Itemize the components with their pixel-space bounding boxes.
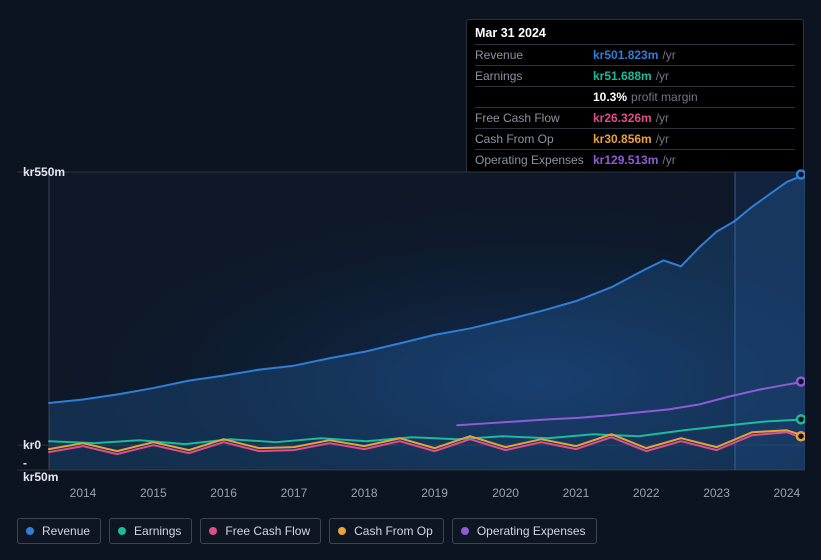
tooltip-row: Cash From Opkr30.856m/yr — [475, 128, 795, 149]
legend-item-label: Operating Expenses — [477, 524, 586, 538]
tooltip-row: Earningskr51.688m/yr — [475, 65, 795, 86]
legend-dot-icon — [461, 527, 469, 535]
tooltip-row: Free Cash Flowkr26.326m/yr — [475, 107, 795, 128]
tooltip-row-value: 10.3% — [593, 90, 627, 104]
tooltip-row-label — [475, 89, 593, 105]
legend-item[interactable]: Earnings — [109, 518, 192, 544]
legend-item-label: Earnings — [134, 524, 181, 538]
tooltip-row-unit: /yr — [656, 69, 669, 83]
x-axis-tick-label: 2015 — [140, 486, 167, 500]
tooltip-row-unit: /yr — [656, 132, 669, 146]
tooltip-row-label: Free Cash Flow — [475, 110, 593, 126]
legend-item[interactable]: Revenue — [17, 518, 101, 544]
x-axis-tick-label: 2017 — [281, 486, 308, 500]
chart-area[interactable]: kr550mkr0-kr50m 201420152016201720182019… — [17, 160, 805, 480]
legend-dot-icon — [118, 527, 126, 535]
tooltip-row-value: kr30.856m — [593, 132, 652, 146]
legend-item-label: Free Cash Flow — [225, 524, 310, 538]
tooltip-row-unit: profit margin — [631, 90, 698, 104]
x-axis-tick-label: 2023 — [703, 486, 730, 500]
legend-item-label: Revenue — [42, 524, 90, 538]
tooltip-row-label: Revenue — [475, 47, 593, 63]
x-axis-tick-label: 2020 — [492, 486, 519, 500]
legend: Revenue Earnings Free Cash Flow Cash From O… — [17, 518, 597, 544]
legend-dot-icon — [209, 527, 217, 535]
x-axis-tick-label: 2019 — [421, 486, 448, 500]
legend-dot-icon — [338, 527, 346, 535]
tooltip-date: Mar 31 2024 — [475, 26, 795, 44]
chart-svg — [17, 160, 805, 480]
x-axis-tick-label: 2022 — [633, 486, 660, 500]
tooltip-row-value: kr26.326m — [593, 111, 652, 125]
tooltip-row-unit: /yr — [662, 48, 675, 62]
tooltip-row-value: kr501.823m — [593, 48, 658, 62]
tooltip-row-label: Cash From Op — [475, 131, 593, 147]
tooltip-row-value: kr51.688m — [593, 69, 652, 83]
x-axis-tick-label: 2021 — [563, 486, 590, 500]
tooltip-row-unit: /yr — [656, 111, 669, 125]
tooltip-row: 10.3% profit margin — [475, 86, 795, 107]
tooltip-row-label: Earnings — [475, 68, 593, 84]
chart-container: Mar 31 2024 Revenuekr501.823m/yrEarnings… — [0, 0, 821, 560]
legend-item[interactable]: Cash From Op — [329, 518, 444, 544]
legend-dot-icon — [26, 527, 34, 535]
legend-item-label: Cash From Op — [354, 524, 433, 538]
legend-item[interactable]: Free Cash Flow — [200, 518, 321, 544]
legend-item[interactable]: Operating Expenses — [452, 518, 597, 544]
tooltip-row: Revenuekr501.823m/yr — [475, 44, 795, 65]
hover-tooltip: Mar 31 2024 Revenuekr501.823m/yrEarnings… — [466, 19, 804, 175]
x-axis-tick-label: 2018 — [351, 486, 378, 500]
x-axis-tick-label: 2014 — [70, 486, 97, 500]
x-axis-tick-label: 2024 — [773, 486, 800, 500]
x-axis-tick-label: 2016 — [210, 486, 237, 500]
